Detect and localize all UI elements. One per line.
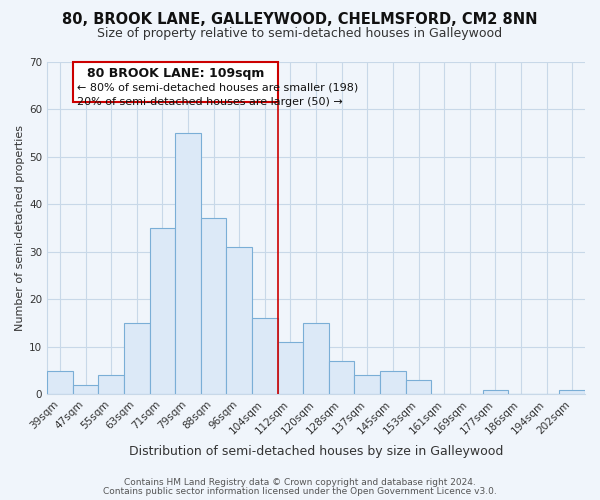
Bar xyxy=(303,323,329,394)
Y-axis label: Number of semi-detached properties: Number of semi-detached properties xyxy=(15,125,25,331)
Bar xyxy=(380,370,406,394)
Bar xyxy=(329,361,355,394)
Bar xyxy=(73,385,98,394)
X-axis label: Distribution of semi-detached houses by size in Galleywood: Distribution of semi-detached houses by … xyxy=(129,444,503,458)
Bar xyxy=(201,218,226,394)
Bar xyxy=(149,228,175,394)
Bar xyxy=(175,133,201,394)
FancyBboxPatch shape xyxy=(73,62,278,102)
Text: Contains public sector information licensed under the Open Government Licence v3: Contains public sector information licen… xyxy=(103,487,497,496)
Bar xyxy=(98,376,124,394)
Bar xyxy=(559,390,585,394)
Text: 20% of semi-detached houses are larger (50) →: 20% of semi-detached houses are larger (… xyxy=(77,97,343,107)
Bar xyxy=(226,247,252,394)
Text: Contains HM Land Registry data © Crown copyright and database right 2024.: Contains HM Land Registry data © Crown c… xyxy=(124,478,476,487)
Bar xyxy=(252,318,278,394)
Text: 80, BROOK LANE, GALLEYWOOD, CHELMSFORD, CM2 8NN: 80, BROOK LANE, GALLEYWOOD, CHELMSFORD, … xyxy=(62,12,538,28)
Text: Size of property relative to semi-detached houses in Galleywood: Size of property relative to semi-detach… xyxy=(97,28,503,40)
Bar xyxy=(47,370,73,394)
Bar xyxy=(355,376,380,394)
Bar xyxy=(124,323,149,394)
Text: 80 BROOK LANE: 109sqm: 80 BROOK LANE: 109sqm xyxy=(86,67,264,80)
Bar xyxy=(406,380,431,394)
Bar xyxy=(482,390,508,394)
Text: ← 80% of semi-detached houses are smaller (198): ← 80% of semi-detached houses are smalle… xyxy=(77,83,358,93)
Bar xyxy=(278,342,303,394)
